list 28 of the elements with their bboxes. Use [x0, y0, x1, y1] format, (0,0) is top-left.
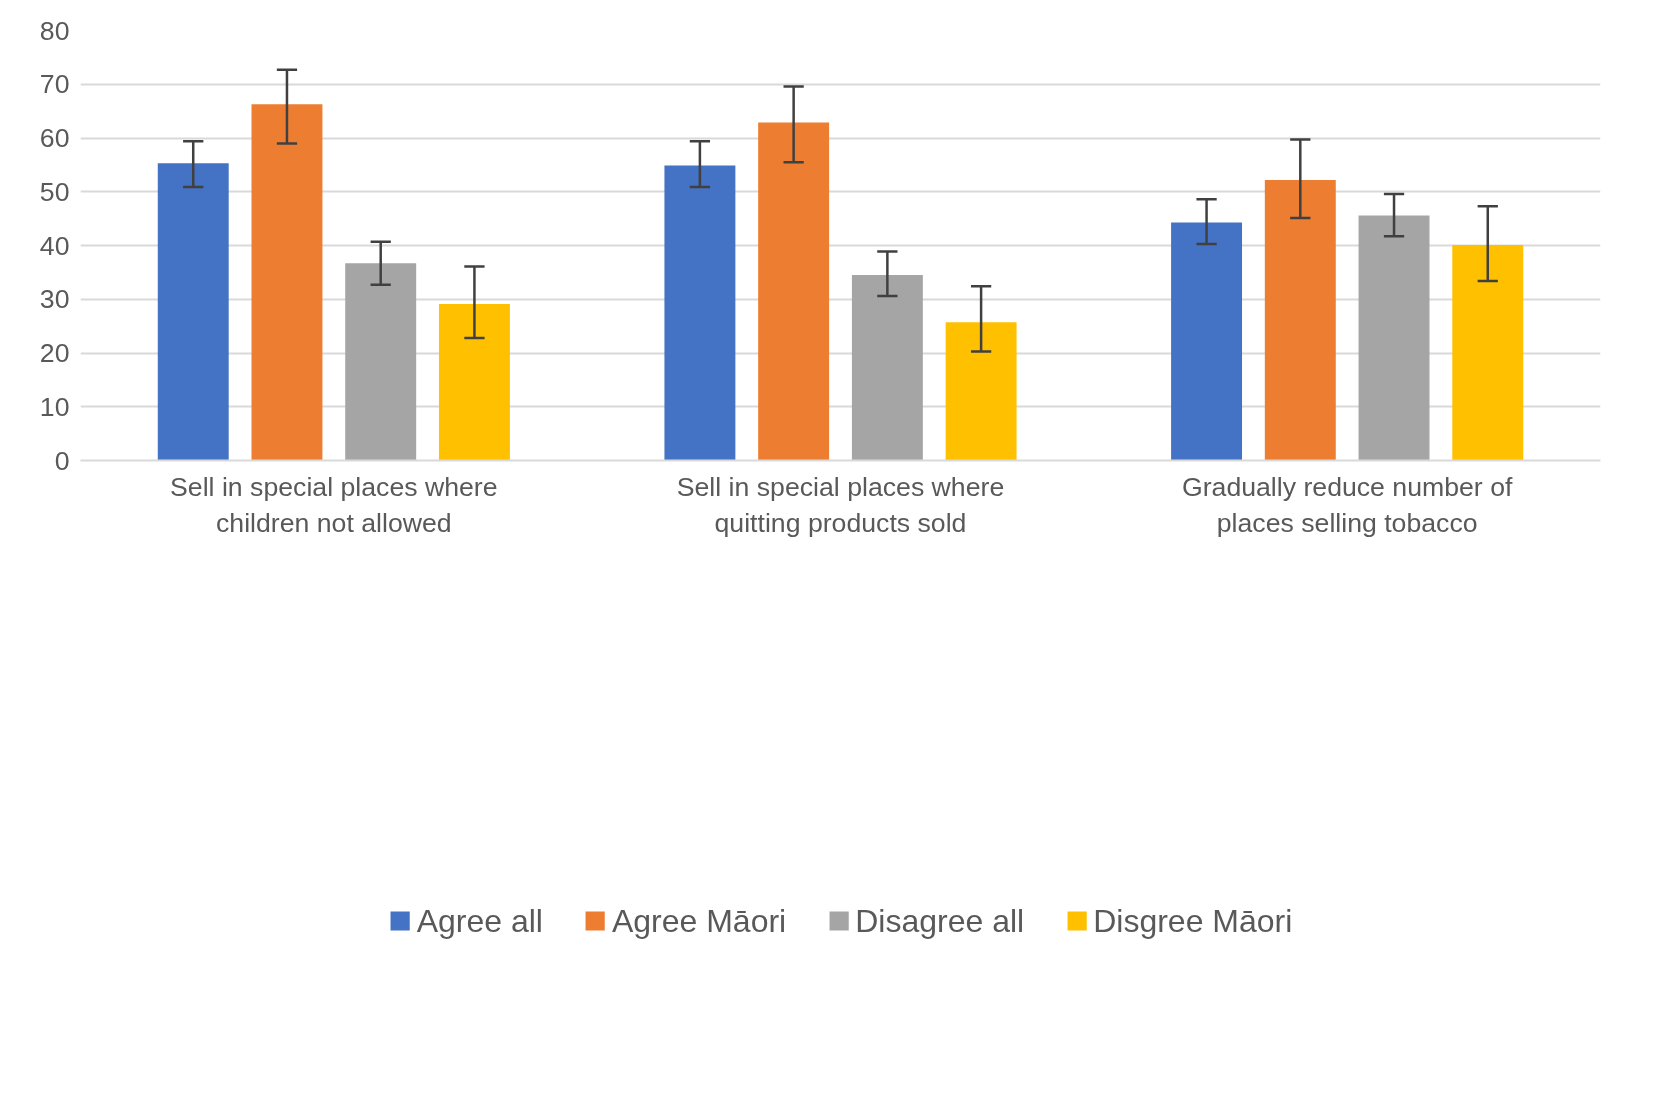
- x-tick-label: Gradually reduce number of places selling tobacco: [1181, 471, 1513, 538]
- legend-label: Disagree all: [855, 902, 1025, 940]
- bar: [1171, 222, 1243, 461]
- legend-label: Agree all: [416, 902, 543, 940]
- y-tick-label: 40: [39, 230, 70, 261]
- legend-label: Disgree Māori: [1093, 902, 1293, 940]
- y-tick-label: 70: [39, 69, 70, 100]
- bar: [1264, 179, 1336, 461]
- bar: [945, 322, 1017, 461]
- legend-label: Agree Māori: [611, 902, 787, 940]
- bar: [345, 263, 417, 461]
- bar: [438, 304, 510, 461]
- bar: [1452, 244, 1524, 461]
- y-tick-label: 30: [39, 284, 70, 315]
- y-tick-label: 80: [39, 15, 70, 46]
- y-tick-label: 0: [54, 445, 70, 476]
- bar: [1358, 215, 1430, 461]
- x-tick-label: Sell in special places where quitting products sold: [676, 471, 1005, 538]
- y-tick-label: 60: [39, 123, 70, 153]
- y-tick-label: 10: [39, 391, 70, 422]
- y-tick-label: 50: [39, 176, 70, 207]
- bar: [664, 165, 736, 461]
- bar: [251, 104, 323, 461]
- bar: [157, 163, 229, 461]
- y-tick-label: 20: [39, 338, 70, 368]
- bar: [758, 122, 830, 461]
- bar: [851, 275, 923, 461]
- x-tick-label: Sell in special places where children not allowed: [170, 471, 498, 538]
